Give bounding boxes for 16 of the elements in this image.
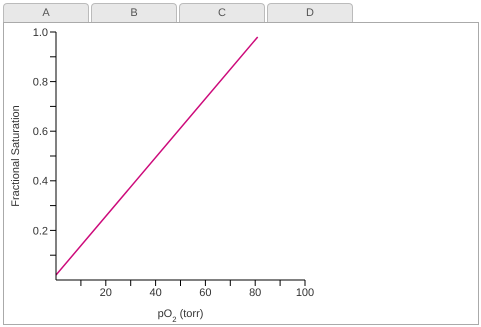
x-tick-label: 40	[149, 286, 162, 299]
text: 1.0	[32, 26, 48, 39]
tab: D	[267, 3, 353, 22]
tab: A	[3, 3, 89, 22]
y-tick-label: 0.2	[32, 225, 48, 238]
y-tick-label: 0.6	[32, 126, 48, 138]
tab: B	[91, 3, 177, 22]
x-tick-label: 20	[100, 286, 112, 299]
x-tick-label: 100	[296, 286, 314, 299]
x-tick-label: 60	[199, 286, 212, 299]
y-tick-label: 0.4	[32, 176, 48, 188]
tab: C	[179, 3, 265, 22]
x-axis-title: pO$_{2}$ (torr)	[158, 308, 204, 324]
x-tick-label: 80	[249, 286, 262, 299]
y-axis-title: Fractional Saturation	[10, 105, 22, 207]
y-tick-label: 0.8	[32, 76, 48, 89]
